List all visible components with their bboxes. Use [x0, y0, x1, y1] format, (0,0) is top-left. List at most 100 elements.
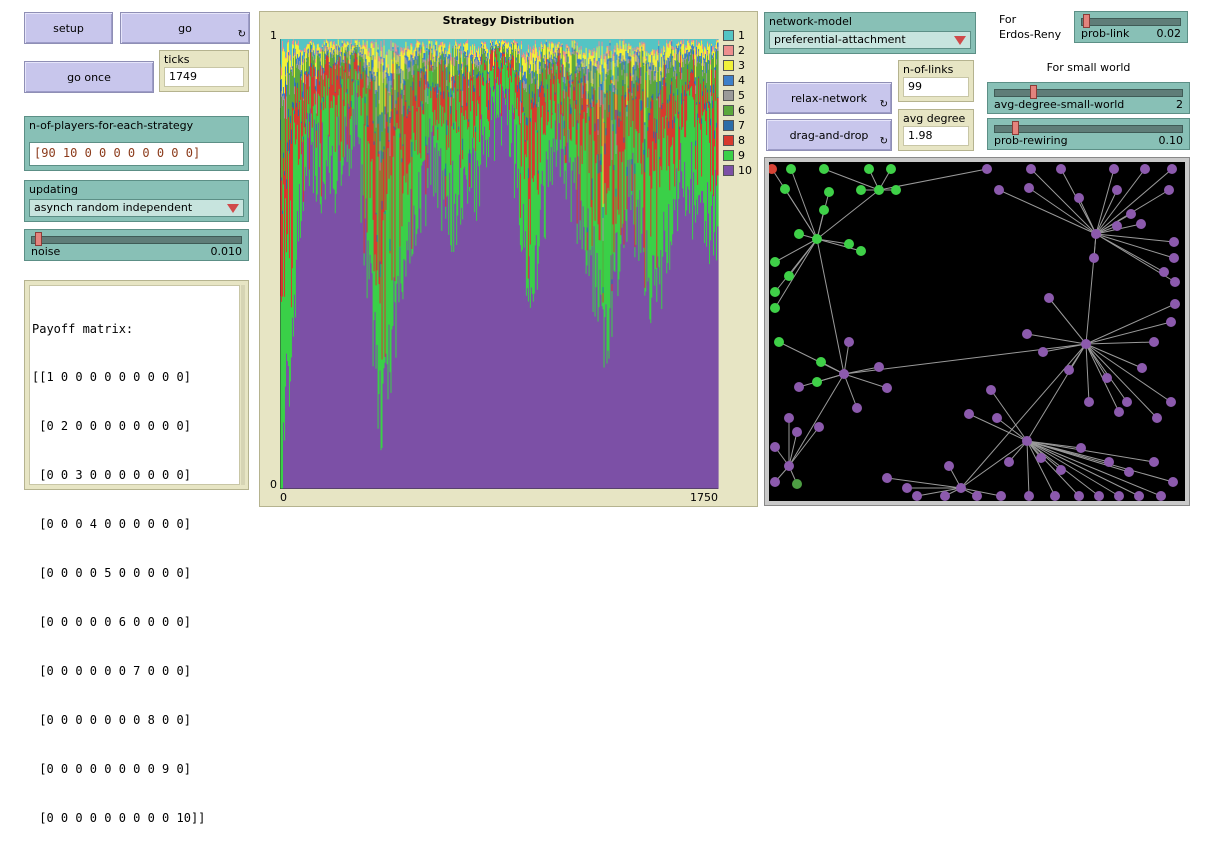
network-node[interactable]: [814, 422, 824, 432]
network-node[interactable]: [1102, 373, 1112, 383]
network-node[interactable]: [1112, 185, 1122, 195]
network-node[interactable]: [1149, 457, 1159, 467]
go-once-button[interactable]: go once: [24, 61, 154, 93]
network-node[interactable]: [1050, 491, 1060, 501]
network-node[interactable]: [1056, 164, 1066, 174]
network-node[interactable]: [786, 164, 796, 174]
network-node[interactable]: [956, 483, 966, 493]
network-node[interactable]: [1038, 347, 1048, 357]
network-node[interactable]: [874, 362, 884, 372]
network-node[interactable]: [1164, 185, 1174, 195]
network-node[interactable]: [1044, 293, 1054, 303]
network-node[interactable]: [844, 337, 854, 347]
network-node[interactable]: [1134, 491, 1144, 501]
network-node[interactable]: [770, 257, 780, 267]
network-node[interactable]: [886, 164, 896, 174]
prob-rewiring-track[interactable]: [994, 125, 1183, 133]
network-node[interactable]: [944, 461, 954, 471]
network-node[interactable]: [784, 413, 794, 423]
players-input[interactable]: [90 10 0 0 0 0 0 0 0 0]: [29, 142, 244, 166]
network-node[interactable]: [1159, 267, 1169, 277]
prob-rewiring-thumb[interactable]: [1012, 121, 1019, 135]
network-node[interactable]: [1004, 457, 1014, 467]
relax-network-button[interactable]: relax-network ↻: [766, 82, 892, 114]
network-node[interactable]: [882, 473, 892, 483]
network-node[interactable]: [964, 409, 974, 419]
network-node[interactable]: [1081, 339, 1091, 349]
network-node[interactable]: [780, 184, 790, 194]
network-node[interactable]: [792, 427, 802, 437]
network-node[interactable]: [1170, 277, 1180, 287]
network-node[interactable]: [1170, 299, 1180, 309]
updating-select[interactable]: asynch random independent: [29, 199, 244, 217]
go-button[interactable]: go ↻: [120, 12, 250, 44]
setup-button[interactable]: setup: [24, 12, 113, 44]
network-node[interactable]: [864, 164, 874, 174]
network-node[interactable]: [770, 442, 780, 452]
network-node[interactable]: [1036, 453, 1046, 463]
network-node[interactable]: [812, 234, 822, 244]
drag-and-drop-button[interactable]: drag-and-drop ↻: [766, 119, 892, 151]
network-node[interactable]: [1169, 253, 1179, 263]
network-node[interactable]: [856, 185, 866, 195]
network-node[interactable]: [1122, 397, 1132, 407]
network-node[interactable]: [1112, 221, 1122, 231]
network-node[interactable]: [819, 205, 829, 215]
avg-degree-small-world-track[interactable]: [994, 89, 1183, 97]
network-node[interactable]: [1084, 397, 1094, 407]
network-node[interactable]: [770, 287, 780, 297]
network-node[interactable]: [1104, 457, 1114, 467]
network-node[interactable]: [1074, 491, 1084, 501]
network-node[interactable]: [1166, 317, 1176, 327]
network-node[interactable]: [1056, 465, 1066, 475]
world-view[interactable]: [769, 162, 1185, 501]
network-node[interactable]: [1074, 193, 1084, 203]
network-node[interactable]: [994, 185, 1004, 195]
avg-degree-small-world-thumb[interactable]: [1030, 85, 1037, 99]
network-node[interactable]: [902, 483, 912, 493]
network-node[interactable]: [992, 413, 1002, 423]
network-node[interactable]: [940, 491, 950, 501]
network-node[interactable]: [1076, 443, 1086, 453]
network-node[interactable]: [1166, 397, 1176, 407]
prob-link-thumb[interactable]: [1083, 14, 1090, 28]
payoff-scrollbar[interactable]: [241, 285, 245, 485]
network-node[interactable]: [1136, 219, 1146, 229]
network-node[interactable]: [770, 303, 780, 313]
network-node[interactable]: [812, 377, 822, 387]
network-node[interactable]: [794, 229, 804, 239]
network-node[interactable]: [770, 477, 780, 487]
network-node[interactable]: [874, 185, 884, 195]
network-node[interactable]: [1167, 164, 1177, 174]
noise-thumb[interactable]: [35, 232, 42, 246]
network-node[interactable]: [816, 357, 826, 367]
network-node[interactable]: [794, 382, 804, 392]
network-node[interactable]: [1152, 413, 1162, 423]
network-node[interactable]: [1114, 491, 1124, 501]
network-node[interactable]: [784, 271, 794, 281]
network-node[interactable]: [882, 383, 892, 393]
network-node[interactable]: [1140, 164, 1150, 174]
network-node[interactable]: [1109, 164, 1119, 174]
prob-link-track[interactable]: [1081, 18, 1181, 26]
network-node[interactable]: [844, 239, 854, 249]
network-node[interactable]: [1124, 467, 1134, 477]
network-node[interactable]: [839, 369, 849, 379]
network-node[interactable]: [1089, 253, 1099, 263]
network-node[interactable]: [891, 185, 901, 195]
network-node[interactable]: [824, 187, 834, 197]
network-node[interactable]: [784, 461, 794, 471]
network-node[interactable]: [1024, 183, 1034, 193]
network-node[interactable]: [1022, 329, 1032, 339]
network-node[interactable]: [792, 479, 802, 489]
network-node[interactable]: [1168, 477, 1178, 487]
network-node[interactable]: [1149, 337, 1159, 347]
network-node[interactable]: [1026, 164, 1036, 174]
network-node[interactable]: [1094, 491, 1104, 501]
network-node[interactable]: [1022, 436, 1032, 446]
network-node[interactable]: [856, 246, 866, 256]
network-node[interactable]: [1137, 363, 1147, 373]
network-node[interactable]: [1064, 365, 1074, 375]
network-node[interactable]: [852, 403, 862, 413]
network-node[interactable]: [1091, 229, 1101, 239]
